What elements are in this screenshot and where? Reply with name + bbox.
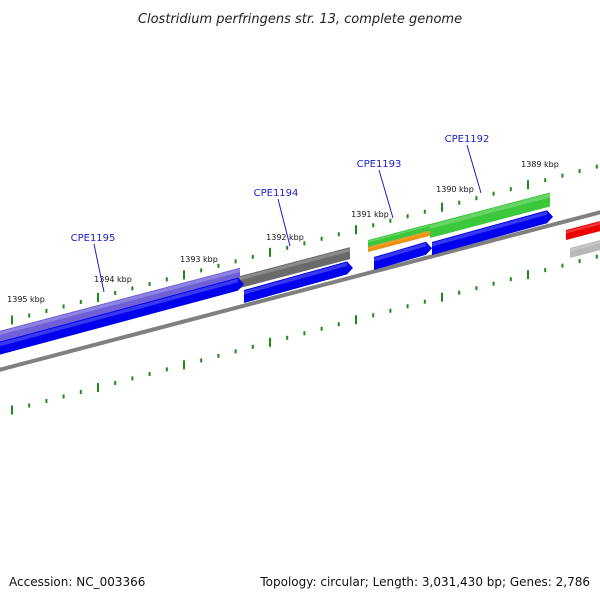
gene-feature-cpe1195 bbox=[0, 267, 240, 343]
gene-feature-cpe1193-highlight bbox=[368, 224, 430, 243]
gene-label-cpe1193: CPE1193 bbox=[357, 159, 402, 170]
gene-label-cpe1194: CPE1194 bbox=[254, 188, 299, 199]
cds-cpe1192-highlight bbox=[432, 211, 547, 247]
gene-feature-cpe1192 bbox=[430, 192, 550, 238]
cds-cpe1193 bbox=[374, 241, 432, 270]
gene-feature-right-gray-highlight bbox=[570, 241, 600, 252]
cds-cpe1194 bbox=[244, 261, 353, 303]
gene-feature-cpe1194-highlight bbox=[240, 248, 350, 281]
scale-label-1392: 1392 kbp bbox=[266, 233, 304, 242]
cds-cpe1195 bbox=[0, 277, 244, 355]
scale-label-1393: 1393 kbp bbox=[180, 255, 218, 264]
gene-label-cpe1192: CPE1192 bbox=[445, 134, 490, 145]
gene-feature-right-red bbox=[566, 221, 600, 240]
gene-feature-right-gray bbox=[570, 240, 600, 258]
leader-cpe1194 bbox=[277, 198, 291, 247]
scale-ticks-outer bbox=[11, 164, 598, 325]
feature-track bbox=[0, 192, 600, 355]
genome-summary-text: Topology: circular; Length: 3,031,430 bp… bbox=[259, 575, 590, 589]
leader-cpe1193 bbox=[378, 169, 394, 219]
scale-label-1394: 1394 kbp bbox=[94, 275, 132, 284]
cds-cpe1193-highlight bbox=[374, 242, 426, 262]
scale-label-1391: 1391 kbp bbox=[351, 210, 389, 219]
scale-label-1395: 1395 kbp bbox=[7, 295, 45, 304]
gene-feature-cpe1193-alt bbox=[368, 230, 430, 252]
cds-cpe1194-highlight bbox=[244, 262, 347, 295]
gene-label-cpe1195: CPE1195 bbox=[71, 233, 116, 244]
gene-feature-cpe1195-highlight bbox=[0, 268, 240, 335]
cds-cpe1195-highlight bbox=[0, 278, 238, 347]
gene-feature-right-red-highlight bbox=[566, 222, 600, 234]
scale-label-1390: 1390 kbp bbox=[436, 185, 474, 194]
map-title: Clostridium perfringens str. 13, complet… bbox=[138, 12, 462, 27]
gene-feature-cpe1192-highlight bbox=[430, 193, 550, 229]
genome-backbone bbox=[0, 210, 600, 372]
leader-cpe1192 bbox=[466, 144, 482, 194]
gene-feature-cpe1194 bbox=[240, 247, 350, 288]
accession-text: Accession: NC_003366 bbox=[9, 575, 145, 589]
scale-ticks-inner bbox=[11, 254, 598, 415]
gene-feature-cpe1193 bbox=[368, 223, 430, 247]
leader-cpe1195 bbox=[93, 243, 105, 293]
scale-label-1389: 1389 kbp bbox=[521, 160, 559, 169]
cds-cpe1192 bbox=[432, 210, 553, 255]
gene-feature-cpe1193-alt-highlight bbox=[368, 231, 430, 249]
